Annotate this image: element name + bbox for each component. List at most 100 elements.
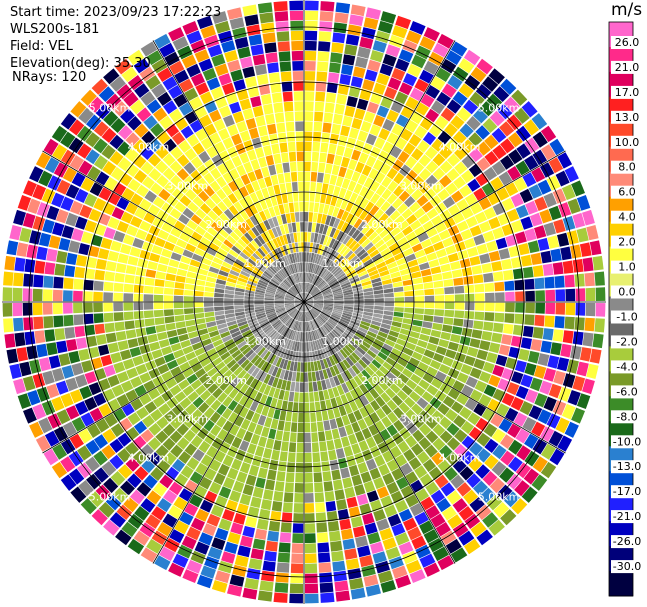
ppi-cell bbox=[372, 551, 387, 564]
ppi-cell bbox=[319, 282, 327, 290]
ppi-cell bbox=[312, 253, 317, 264]
ppi-cell bbox=[231, 436, 243, 449]
ppi-cell bbox=[269, 330, 277, 339]
ppi-cell bbox=[439, 209, 452, 221]
ppi-cell bbox=[357, 174, 368, 186]
ppi-cell bbox=[309, 321, 313, 331]
ppi-cell bbox=[275, 293, 285, 297]
ppi-cell bbox=[233, 189, 244, 201]
ppi-cell bbox=[227, 59, 241, 72]
ppi-cell bbox=[423, 349, 435, 359]
ppi-cell bbox=[361, 564, 376, 577]
ppi-cell bbox=[555, 170, 570, 187]
ppi-cell bbox=[340, 371, 349, 382]
ppi-cell bbox=[214, 297, 224, 302]
ppi-cell bbox=[447, 225, 460, 236]
ppi-cell bbox=[385, 154, 397, 167]
ppi-cell bbox=[210, 424, 222, 437]
ppi-cell bbox=[198, 220, 210, 231]
ppi-cell bbox=[274, 295, 285, 299]
ppi-cell bbox=[182, 226, 194, 237]
ppi-cell bbox=[319, 313, 328, 321]
ppi-cell bbox=[334, 352, 342, 363]
ppi-cell bbox=[405, 422, 418, 435]
ppi-cell bbox=[375, 196, 386, 208]
ppi-cell bbox=[499, 467, 515, 483]
ppi-cell bbox=[262, 560, 276, 572]
ppi-cell bbox=[245, 375, 255, 386]
ppi-cell bbox=[257, 414, 267, 426]
ppi-cell bbox=[318, 31, 332, 42]
ppi-cell bbox=[349, 192, 359, 204]
ppi-cell bbox=[266, 241, 274, 252]
ppi-cell bbox=[391, 348, 402, 357]
ppi-cell bbox=[212, 205, 223, 217]
ppi-cell bbox=[154, 317, 165, 325]
ppi-cell bbox=[305, 332, 308, 342]
ppi-cell bbox=[32, 373, 46, 388]
ppi-cell bbox=[274, 11, 289, 22]
ppi-cell bbox=[513, 412, 528, 427]
ppi-cell bbox=[164, 181, 177, 194]
ppi-cell bbox=[198, 150, 211, 164]
ppi-cell bbox=[289, 432, 297, 443]
ppi-cell bbox=[307, 372, 313, 382]
ppi-cell bbox=[75, 188, 89, 203]
ppi-cell bbox=[545, 289, 556, 302]
ppi-cell bbox=[327, 520, 340, 532]
ppi-cell bbox=[331, 164, 340, 176]
ppi-cell bbox=[304, 302, 311, 310]
ppi-cell bbox=[186, 134, 200, 147]
ppi-cell bbox=[237, 277, 248, 284]
ppi-cell bbox=[198, 190, 210, 202]
ppi-cell bbox=[163, 353, 176, 363]
ppi-cell bbox=[151, 83, 167, 98]
ppi-cell bbox=[420, 355, 432, 366]
ppi-cell bbox=[276, 122, 286, 133]
ppi-cell bbox=[304, 295, 312, 302]
ppi-cell bbox=[24, 259, 36, 273]
ppi-cell bbox=[258, 436, 267, 448]
ppi-cell bbox=[242, 108, 254, 120]
ppi-cell bbox=[265, 479, 275, 491]
ppi-cell bbox=[305, 262, 308, 272]
ppi-cell bbox=[528, 184, 543, 199]
ppi-cell bbox=[182, 385, 195, 397]
ppi-cell bbox=[283, 255, 290, 266]
ppi-cell bbox=[486, 494, 503, 511]
ppi-cell bbox=[444, 286, 455, 295]
ppi-cell bbox=[162, 153, 176, 167]
ppi-cell bbox=[157, 91, 172, 106]
ppi-cell bbox=[321, 410, 329, 421]
ppi-cell bbox=[328, 449, 337, 461]
ppi-cell bbox=[184, 308, 194, 315]
ppi-cell bbox=[120, 243, 132, 255]
ppi-cell bbox=[370, 193, 381, 204]
ppi-cell bbox=[359, 383, 369, 395]
ppi-cell bbox=[239, 130, 251, 142]
ppi-cell bbox=[304, 302, 311, 309]
ppi-cell bbox=[177, 181, 190, 194]
ppi-cell bbox=[169, 430, 183, 444]
ppi-cell bbox=[368, 231, 379, 242]
ppi-cell bbox=[386, 132, 399, 145]
ppi-cell bbox=[209, 411, 221, 424]
ppi-cell bbox=[381, 188, 392, 200]
ppi-cell bbox=[304, 472, 313, 483]
ppi-cell bbox=[434, 474, 449, 489]
ppi-cell bbox=[450, 333, 461, 343]
ppi-cell bbox=[220, 331, 231, 339]
ppi-cell bbox=[332, 267, 341, 275]
ppi-cell bbox=[329, 216, 336, 227]
ppi-cell bbox=[425, 160, 439, 174]
ppi-cell bbox=[464, 302, 475, 311]
ppi-cell bbox=[359, 395, 370, 406]
ppi-cell bbox=[377, 570, 394, 584]
ppi-cell bbox=[511, 220, 524, 233]
ppi-cell bbox=[468, 132, 483, 147]
ppi-cell bbox=[291, 340, 296, 351]
ppi-cell bbox=[183, 175, 196, 188]
ppi-cell bbox=[353, 261, 363, 269]
ppi-cell bbox=[71, 362, 84, 376]
ppi-cell bbox=[277, 461, 287, 472]
